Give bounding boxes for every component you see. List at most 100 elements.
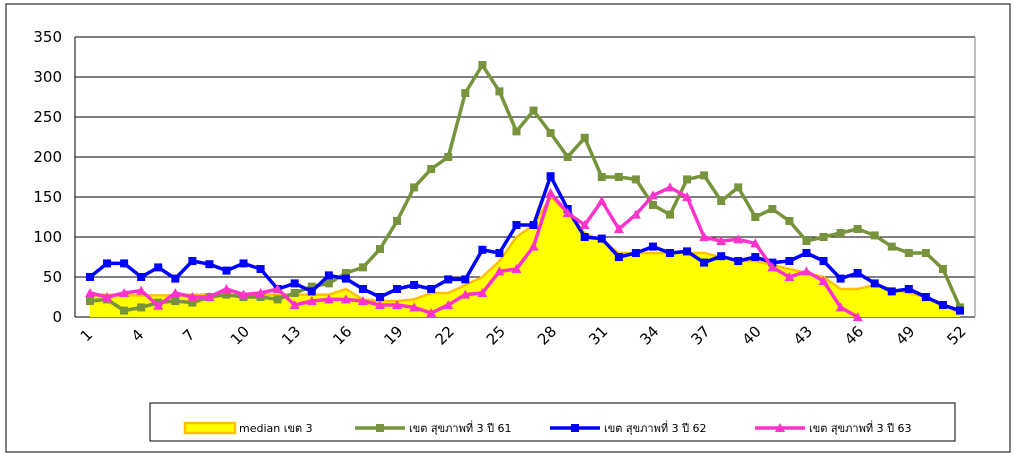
marker xyxy=(512,127,521,136)
marker xyxy=(562,208,573,217)
marker xyxy=(785,257,794,265)
y-tick-label: 250 xyxy=(33,108,62,126)
marker xyxy=(631,249,640,257)
legend-label: median เขต 3 xyxy=(239,422,313,435)
marker xyxy=(137,273,146,281)
marker xyxy=(392,300,403,309)
marker xyxy=(734,183,743,192)
marker xyxy=(938,301,947,309)
marker xyxy=(819,233,828,241)
marker xyxy=(376,293,384,301)
marker xyxy=(666,210,674,219)
marker xyxy=(836,229,845,237)
marker xyxy=(272,284,283,293)
marker xyxy=(119,288,130,297)
marker xyxy=(683,247,692,256)
marker xyxy=(154,263,163,272)
y-tick-label: 300 xyxy=(33,68,62,86)
marker xyxy=(357,296,368,305)
line xyxy=(89,63,962,313)
marker xyxy=(529,106,538,115)
legend-label: เขต สุขภาพที่ 3 ปี 62 xyxy=(604,420,707,435)
marker xyxy=(495,249,504,257)
marker xyxy=(478,245,487,254)
marker xyxy=(938,265,947,273)
marker xyxy=(596,196,607,205)
marker xyxy=(630,209,641,219)
marker xyxy=(614,253,623,261)
marker xyxy=(86,273,94,281)
marker xyxy=(307,282,316,291)
marker xyxy=(290,289,299,297)
marker xyxy=(529,221,538,229)
marker xyxy=(136,285,147,295)
marker xyxy=(188,298,197,307)
marker xyxy=(921,293,930,301)
legend-box xyxy=(149,402,956,442)
marker xyxy=(682,192,693,201)
marker xyxy=(188,257,197,265)
marker xyxy=(818,276,829,285)
marker xyxy=(238,289,249,299)
marker xyxy=(444,275,453,284)
marker xyxy=(546,172,555,181)
marker xyxy=(375,300,385,309)
marker xyxy=(648,242,657,251)
marker xyxy=(904,285,913,293)
marker xyxy=(273,295,282,304)
marker xyxy=(733,234,744,244)
y-tick-label: 50 xyxy=(43,268,62,286)
legend-marker xyxy=(571,424,579,432)
legend-label: เขต สุขภาพที่ 3 ปี 61 xyxy=(409,420,512,435)
marker xyxy=(102,292,113,301)
marker xyxy=(222,266,231,275)
marker xyxy=(86,297,94,305)
marker xyxy=(323,294,334,304)
legend-label: เขต สุขภาพที่ 3 ปี 63 xyxy=(809,420,912,435)
marker xyxy=(887,287,896,296)
marker xyxy=(222,290,231,299)
marker xyxy=(137,303,146,312)
marker xyxy=(683,175,692,184)
marker xyxy=(340,294,351,304)
marker xyxy=(512,221,521,229)
marker xyxy=(255,288,266,297)
y-tick-label: 0 xyxy=(52,308,62,326)
legend-marker xyxy=(775,423,785,432)
marker xyxy=(870,279,879,288)
marker xyxy=(597,173,606,181)
marker xyxy=(171,297,180,305)
marker xyxy=(579,220,590,229)
marker xyxy=(358,263,367,272)
marker xyxy=(410,183,419,192)
marker xyxy=(239,259,248,268)
marker xyxy=(802,249,811,257)
marker xyxy=(477,288,488,297)
marker xyxy=(324,279,333,288)
marker xyxy=(597,234,606,243)
marker xyxy=(306,296,317,305)
marker xyxy=(580,133,589,142)
marker xyxy=(904,249,913,257)
marker xyxy=(85,288,95,297)
marker xyxy=(852,312,863,321)
marker xyxy=(120,259,129,268)
marker xyxy=(376,245,384,253)
line xyxy=(89,185,859,319)
marker xyxy=(494,266,505,276)
marker xyxy=(887,242,896,251)
marker xyxy=(409,302,420,312)
marker xyxy=(819,257,828,265)
marker xyxy=(170,288,181,297)
marker xyxy=(836,274,845,283)
marker xyxy=(580,233,589,241)
marker xyxy=(410,281,419,289)
marker xyxy=(546,129,555,137)
marker xyxy=(341,269,350,277)
marker xyxy=(785,217,794,225)
legend-marker xyxy=(376,424,384,432)
y-tick-label: 100 xyxy=(33,228,62,246)
marker xyxy=(478,61,487,69)
marker xyxy=(289,300,300,309)
marker xyxy=(427,165,436,173)
